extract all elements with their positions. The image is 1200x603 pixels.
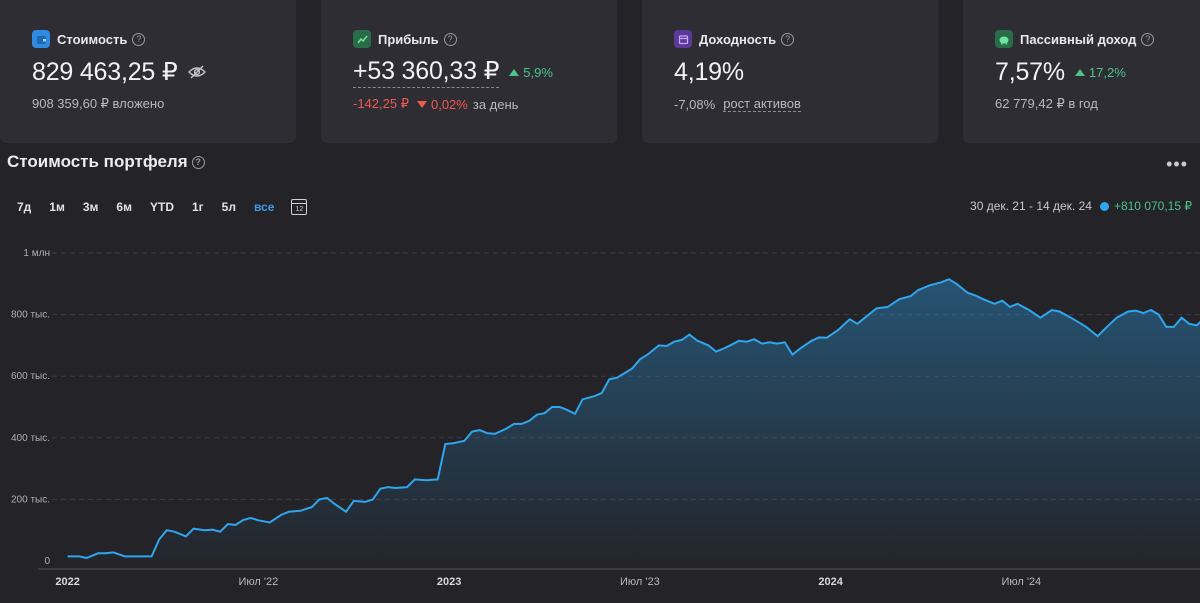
- profit-percent: 5,9%: [523, 64, 553, 80]
- profit-value[interactable]: +53 360,33 ₽: [353, 56, 499, 88]
- period-1m[interactable]: 1м: [49, 200, 65, 214]
- card-label: Пассивный доход: [1020, 31, 1137, 47]
- card-yield[interactable]: Доходность ? 4,19% -7,08% рост активов: [642, 0, 938, 143]
- card-passive-income[interactable]: Пассивный доход ? 7,57% 17,2% 62 779,42 …: [963, 0, 1200, 143]
- y-tick-label: 600 тыс.: [11, 371, 50, 382]
- day-change-badge: 0,02%: [416, 96, 468, 112]
- x-tick-label: Июл '22: [239, 576, 279, 588]
- day-change-value: -142,25 ₽: [353, 96, 409, 111]
- card-label: Доходность: [699, 31, 777, 47]
- day-change-percent: 0,02%: [430, 96, 468, 112]
- eye-off-icon[interactable]: [187, 65, 206, 79]
- wallet-icon: [32, 30, 50, 48]
- series-dot-icon: [1099, 201, 1109, 211]
- x-tick-label: 2024: [818, 576, 843, 588]
- card-label: Стоимость: [57, 31, 128, 47]
- passive-income-annual: 62 779,42 ₽ в год: [995, 96, 1098, 111]
- period-ytd[interactable]: YTD: [149, 200, 174, 214]
- period-7d[interactable]: 7д: [17, 200, 32, 214]
- help-icon[interactable]: ?: [443, 32, 457, 46]
- period-selector: 7д 1м 3м 6м YTD 1г 5л все 12: [8, 196, 308, 218]
- x-tick-label: Июл '23: [620, 576, 660, 588]
- x-tick-label: Июл '24: [1001, 576, 1041, 588]
- x-tick-label: 2022: [55, 576, 79, 588]
- y-axis: 0 200 тыс. 400 тыс. 600 тыс. 800 тыс. 1 млн: [11, 248, 50, 567]
- area-fill: [67, 279, 1200, 561]
- summary-cards: Стоимость ? 829 463,25 ₽ 908 359,60 ₽ вл…: [0, 0, 1200, 143]
- asset-growth-link[interactable]: рост активов: [723, 96, 801, 112]
- y-tick-label: 0: [44, 556, 50, 567]
- arrow-down-icon: [416, 100, 427, 108]
- y-tick-label: 1 млн: [23, 248, 50, 259]
- y-tick-label: 400 тыс.: [11, 433, 50, 444]
- invested-amount: 908 359,60 ₽ вложено: [32, 96, 165, 111]
- chart-title: Стоимость портфеля: [7, 152, 188, 171]
- profit-badge: 5,9%: [509, 65, 553, 80]
- y-tick-label: 200 тыс.: [11, 494, 50, 505]
- help-icon[interactable]: ?: [132, 32, 146, 46]
- portfolio-value-chart[interactable]: 0 200 тыс. 400 тыс. 600 тыс. 800 тыс. 1 млн 2…: [0, 235, 1200, 603]
- period-1y[interactable]: 1г: [191, 200, 204, 214]
- help-icon[interactable]: ?: [191, 155, 205, 169]
- portfolio-value: 829 463,25 ₽: [32, 58, 178, 86]
- piggy-bank-icon: [995, 30, 1013, 48]
- chart-icon: [353, 30, 371, 48]
- range-summary: 30 дек. 21 - 14 дек. 24 +810 070,15 ₽: [970, 199, 1192, 213]
- arrow-up-icon: [509, 68, 520, 76]
- help-icon[interactable]: ?: [1141, 32, 1155, 46]
- passive-income-badge: 17,2%: [1074, 64, 1126, 80]
- x-axis: 2022 Июл '22 2023 Июл '23 2024 Июл '24: [55, 576, 1041, 588]
- period-all[interactable]: все: [253, 200, 275, 214]
- more-options-icon[interactable]: •••: [1166, 154, 1188, 174]
- asset-growth-value: -7,08%: [674, 96, 716, 112]
- card-value[interactable]: Стоимость ? 829 463,25 ₽ 908 359,60 ₽ вл…: [0, 0, 296, 143]
- passive-income-value: 7,57%: [995, 57, 1065, 86]
- calendar-day-label: 12: [295, 206, 304, 213]
- card-profit[interactable]: Прибыль ? +53 360,33 ₽ 5,9% -142,25 ₽ 0,…: [321, 0, 617, 143]
- passive-income-percent: 17,2%: [1088, 64, 1126, 80]
- range-gain: +810 070,15 ₽: [1113, 199, 1192, 213]
- arrow-up-icon: [1074, 68, 1085, 76]
- period-5y[interactable]: 5л: [221, 200, 236, 214]
- calendar-icon: [674, 30, 692, 48]
- chart-title-block: Стоимость портфеля ?: [7, 152, 205, 172]
- card-label: Прибыль: [378, 31, 439, 47]
- period-6m[interactable]: 6м: [116, 200, 132, 214]
- date-range-calendar-icon[interactable]: 12: [291, 199, 308, 215]
- day-change-suffix: за день: [472, 96, 519, 112]
- help-icon[interactable]: ?: [781, 32, 795, 46]
- range-dates: 30 дек. 21 - 14 дек. 24: [970, 199, 1092, 213]
- series-line[interactable]: [67, 278, 1200, 559]
- yield-value: 4,19%: [674, 57, 744, 86]
- y-tick-label: 800 тыс.: [11, 310, 50, 321]
- x-tick-label: 2023: [437, 576, 461, 588]
- period-3m[interactable]: 3м: [82, 200, 99, 214]
